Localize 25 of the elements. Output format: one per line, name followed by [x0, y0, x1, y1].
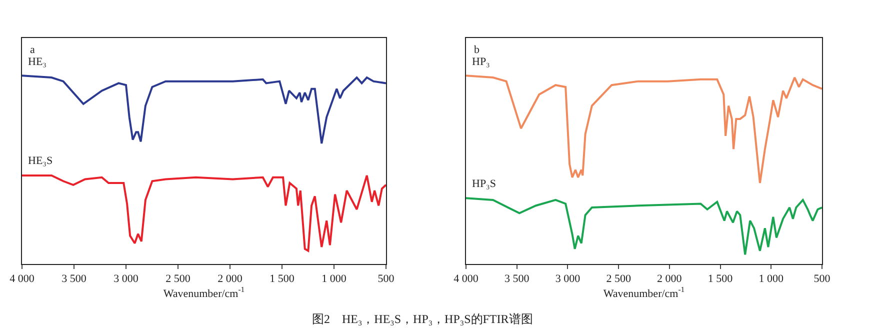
series-label: HE₃ — [28, 56, 47, 68]
x-tick-label: 2 500 — [606, 273, 632, 286]
series-label: HP₃S — [472, 178, 496, 190]
x-tick-label: 3 500 — [62, 273, 87, 286]
series-label: HP₃ — [472, 56, 490, 68]
x-tick-label: 3 000 — [114, 273, 139, 286]
x-tick-label: 4 000 — [10, 273, 35, 286]
x-tick-label: 500 — [814, 273, 831, 286]
x-tick-label: 3 500 — [504, 273, 530, 286]
chart-title: a — [30, 44, 35, 56]
x-tick-label: 1 000 — [322, 273, 347, 286]
x-axis-title: Wavenumber/cm$^{-1}$ — [163, 285, 245, 300]
x-tick-label: 1 500 — [270, 273, 295, 286]
x-tick-label: 1 000 — [758, 273, 784, 286]
x-tick-label: 4 000 — [454, 273, 479, 286]
chart-title: b — [474, 44, 480, 56]
series-label: HE₃S — [28, 155, 53, 167]
x-tick-label: 2 000 — [218, 273, 243, 286]
x-axis-title: Wavenumber/cm$^{-1}$ — [603, 285, 685, 300]
x-tick-label: 1 500 — [708, 273, 734, 286]
x-tick-label: 2 000 — [657, 273, 682, 286]
caption: 图2 HE₃，HE₃S，HP₃，HP₃S的FTIR谱图 — [312, 312, 533, 326]
x-tick-label: 2 500 — [166, 273, 191, 286]
x-tick-label: 3 000 — [555, 273, 581, 286]
x-tick-label: 500 — [378, 273, 395, 286]
